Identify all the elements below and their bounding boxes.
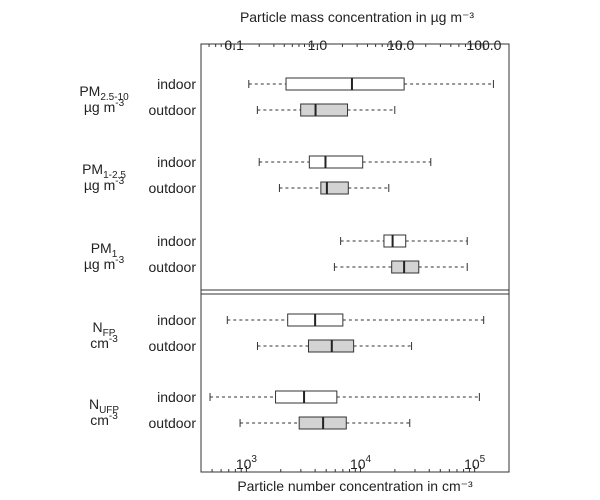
top-axis-title: Particle mass concentration in µg m⁻³: [240, 9, 474, 25]
group-name: PM2.5-10: [79, 83, 129, 103]
bottom-tick-label: 105: [464, 454, 486, 472]
group-name: NFP: [93, 319, 116, 339]
top-tick-label: 0.1: [224, 37, 244, 53]
group-unit: cm-3: [90, 334, 118, 351]
group-unit: cm-3: [90, 411, 118, 428]
box-iqr: [308, 155, 364, 169]
series-label: indoor: [157, 76, 196, 92]
box-iqr: [383, 234, 407, 248]
box-iqr: [285, 77, 405, 91]
box-iqr: [391, 260, 420, 274]
top-tick-label: 100.0: [466, 37, 501, 53]
series-label: outdoor: [149, 102, 197, 118]
top-tick-label: 10.0: [387, 37, 414, 53]
box-iqr: [300, 103, 349, 117]
group-unit: µg m-3: [84, 98, 125, 115]
group-name: NUFP: [89, 396, 119, 416]
series-label: indoor: [157, 233, 196, 249]
series-label: indoor: [157, 389, 196, 405]
series-label: outdoor: [149, 259, 197, 275]
box-iqr: [320, 181, 349, 195]
plot-frame: [200, 43, 510, 473]
bottom-tick-label: 103: [236, 454, 258, 472]
box-iqr: [275, 390, 338, 404]
group-name: PM1: [91, 240, 118, 260]
group-unit: µg m-3: [84, 255, 125, 272]
series-label: outdoor: [149, 415, 197, 431]
bottom-tick-label: 104: [350, 454, 372, 472]
series-label: indoor: [157, 312, 196, 328]
bottom-axis-title: Particle number concentration in cm⁻³: [237, 478, 473, 494]
series-label: indoor: [157, 154, 196, 170]
series-label: outdoor: [149, 180, 197, 196]
group-unit: µg m-3: [84, 176, 125, 193]
series-label: outdoor: [149, 338, 197, 354]
top-tick-label: 1.0: [308, 37, 328, 53]
group-name: PM1-2.5: [82, 161, 126, 181]
